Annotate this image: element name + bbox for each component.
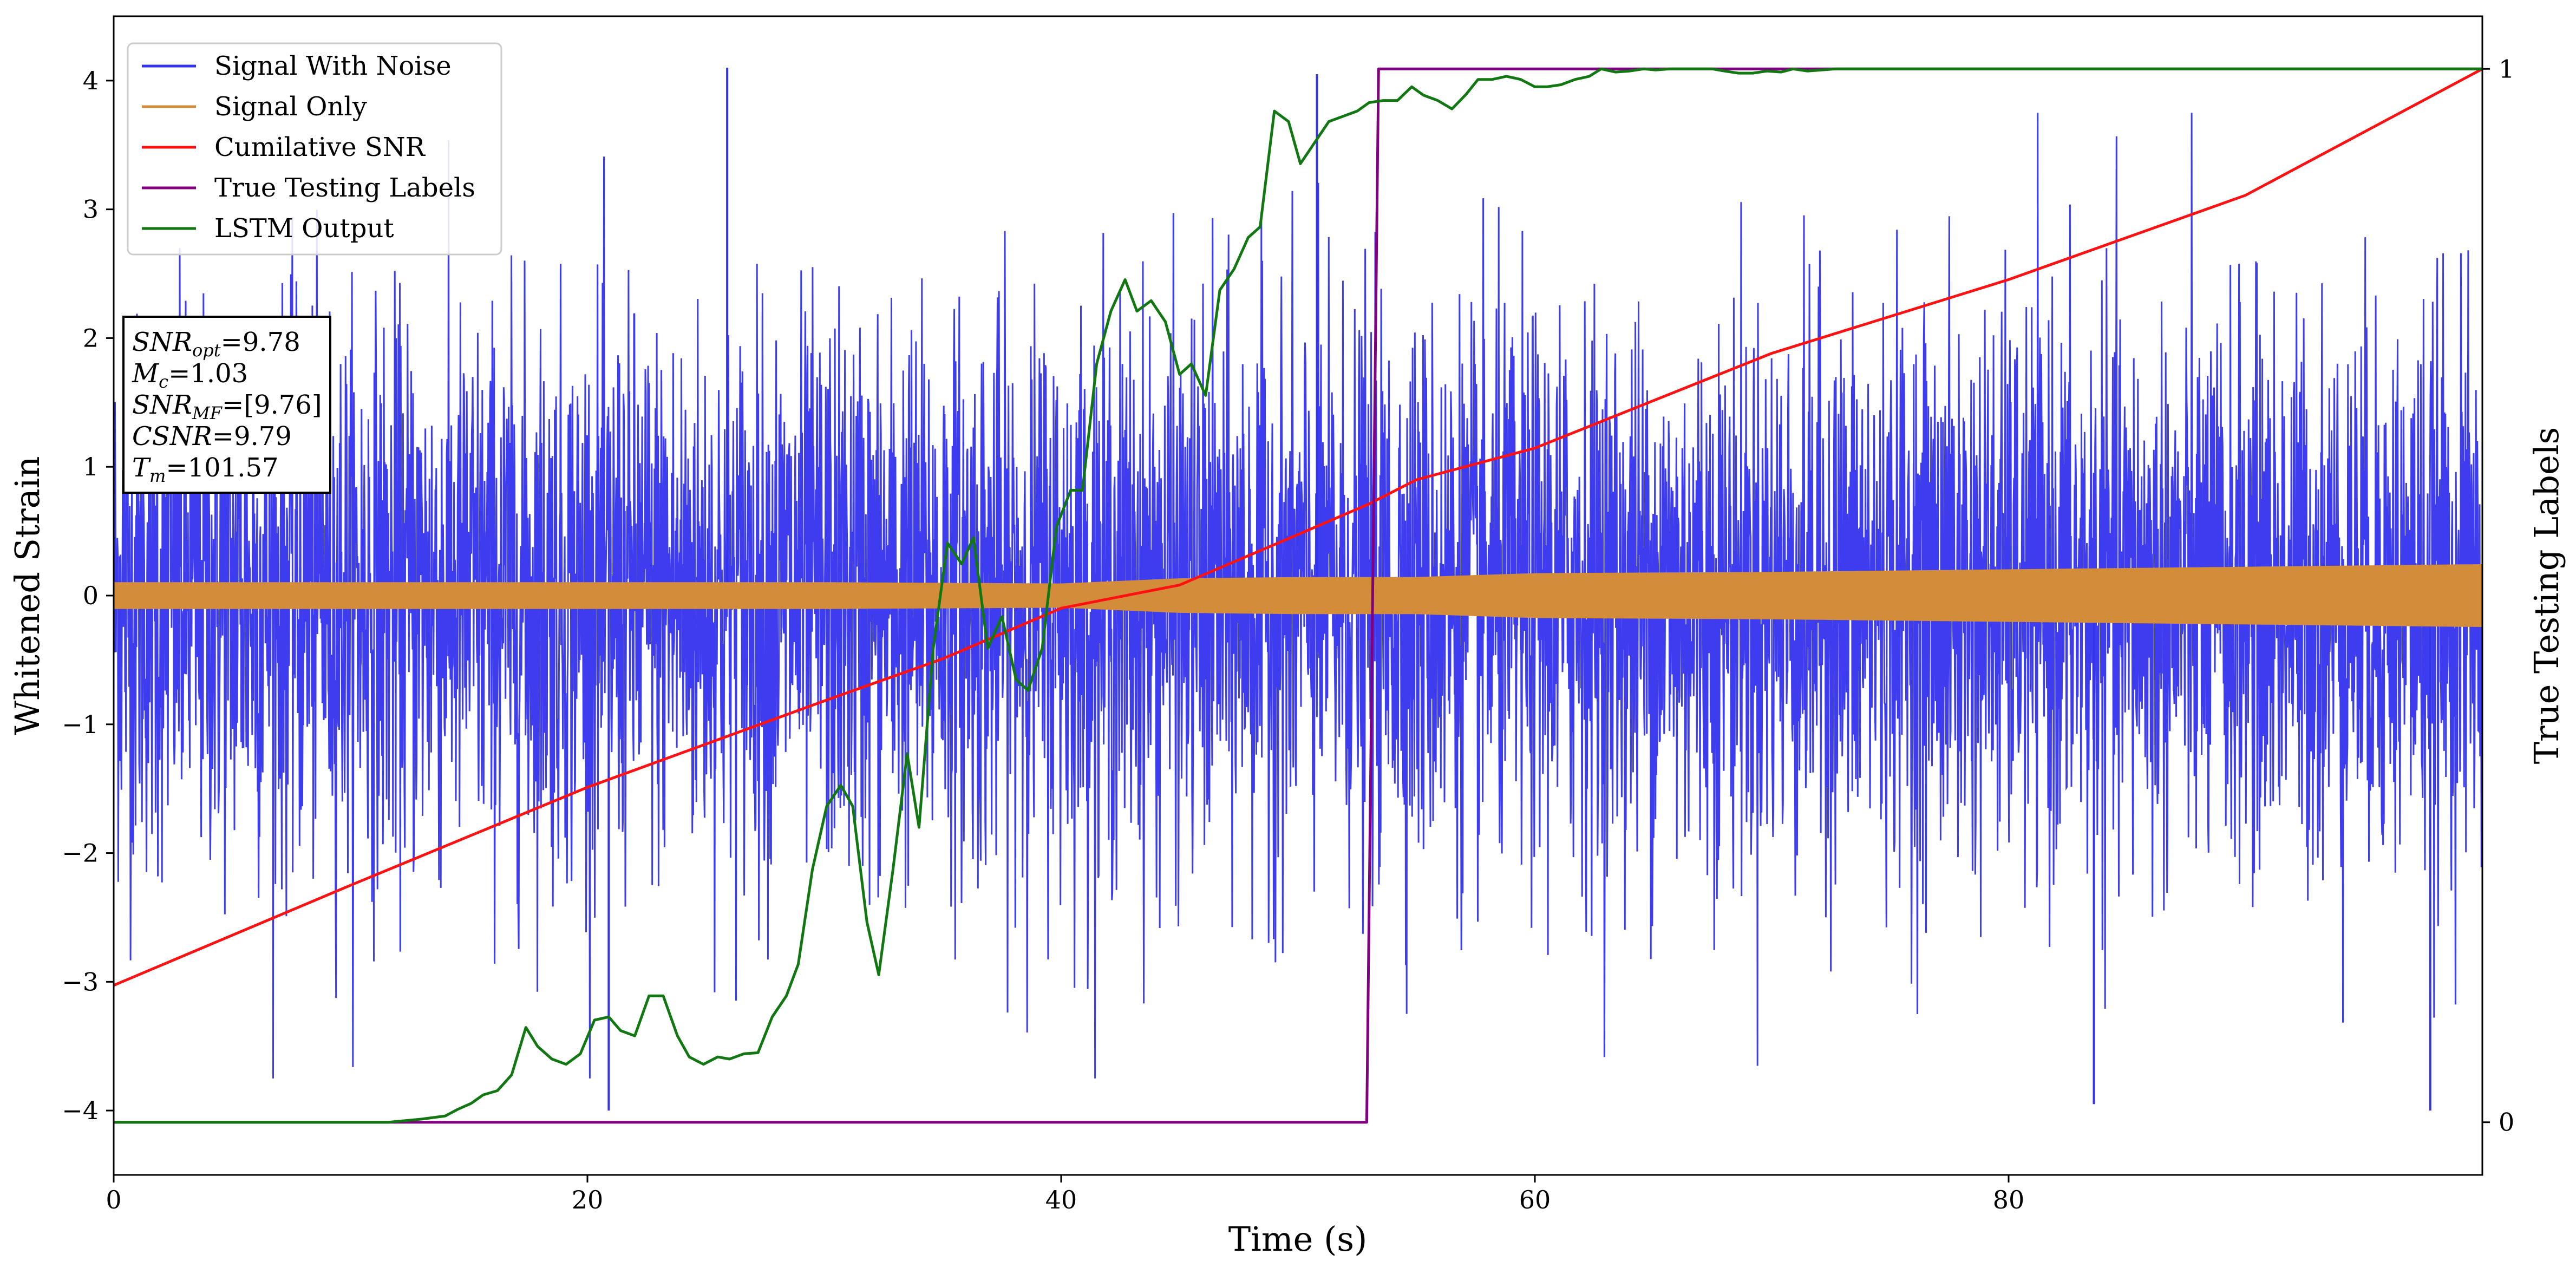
- legend-box: [127, 42, 502, 256]
- y-tick-label: 0: [83, 581, 99, 610]
- legend-label: Signal Only: [214, 92, 367, 122]
- info-line: Tm=101.57: [132, 453, 279, 486]
- x-axis-title: Time (s): [1228, 1219, 1368, 1259]
- info-line: SNRopt=9.78: [132, 327, 300, 361]
- info-line: Mc=1.03: [132, 358, 248, 392]
- y-tick-label: −2: [62, 839, 99, 868]
- legend-label: Signal With Noise: [214, 51, 452, 81]
- info-annotation-box: SNRopt=9.78Mc=1.03SNRMF=[9.76]CSNR=9.79T…: [122, 316, 331, 494]
- legend: Signal With Noise Signal Only Cumilative S…: [127, 42, 502, 256]
- y-axis-title: Whitened Strain: [8, 456, 47, 735]
- legend-label: True Testing Labels: [214, 173, 475, 203]
- plot-area: [114, 67, 2482, 1124]
- legend-label: LSTM Output: [214, 213, 394, 244]
- info-line: SNRMF=[9.76]: [132, 390, 322, 423]
- y-tick-label: 2: [83, 323, 99, 352]
- y-tick-label: −4: [62, 1096, 99, 1125]
- x-tick-label: 20: [572, 1185, 604, 1214]
- y-tick-label: 1: [83, 452, 99, 481]
- lstm-output-line: [114, 67, 2482, 1124]
- y-tick-label: −3: [62, 967, 99, 996]
- signal-with-noise-line: [114, 113, 2482, 1079]
- x-tick-label: 60: [1519, 1185, 1551, 1214]
- y-axis-left: −4 −3 −2 −1 0 1 2 3 4: [62, 66, 114, 1125]
- cumilative-snr-line: [114, 68, 2482, 987]
- x-tick-label: 0: [106, 1185, 121, 1214]
- y2-tick-label: 1: [2499, 54, 2514, 83]
- x-axis: 0 20 40 60 80: [106, 1175, 2024, 1214]
- x-tick-label: 40: [1045, 1185, 1077, 1214]
- y2-axis-title: True Testing Labels: [2527, 427, 2566, 765]
- series-signal-only: [114, 564, 2482, 628]
- y-tick-label: −1: [62, 710, 99, 739]
- y2-tick-label: 0: [2499, 1108, 2514, 1137]
- y-tick-label: 4: [83, 66, 99, 95]
- x-tick-label: 80: [1993, 1185, 2025, 1214]
- series-signal-with-noise: [114, 68, 2482, 1111]
- legend-label: Cumilative SNR: [214, 132, 426, 162]
- info-line: CSNR=9.79: [132, 421, 292, 452]
- y-tick-label: 3: [83, 195, 99, 224]
- series-lines-group: [114, 67, 2482, 1124]
- info-box-frame: [122, 316, 331, 494]
- signal-only-band: [114, 564, 2482, 628]
- y-axis-right: 01: [2482, 54, 2514, 1137]
